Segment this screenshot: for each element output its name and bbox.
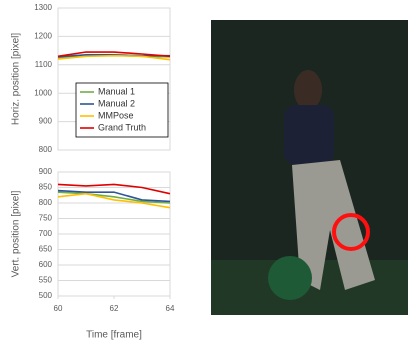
legend: Manual 1 Manual 2 MMPose Grand Truth bbox=[75, 82, 169, 138]
y-tick-label: 700 bbox=[39, 229, 53, 238]
y-tick-label: 800 bbox=[39, 198, 53, 207]
legend-label: Grand Truth bbox=[98, 122, 146, 132]
y-tick-label: 1000 bbox=[34, 88, 52, 97]
series-line bbox=[57, 54, 170, 58]
legend-label: Manual 2 bbox=[98, 98, 135, 108]
series-line bbox=[57, 54, 171, 61]
y-axis-label: Vert. position [pixel] bbox=[11, 190, 22, 277]
x-tick-label: 62 bbox=[110, 304, 119, 313]
series-line bbox=[57, 51, 171, 58]
photo bbox=[211, 20, 408, 315]
y-tick-label: 500 bbox=[39, 291, 53, 300]
x-axis-label: Time [frame] bbox=[86, 330, 142, 341]
y-tick-label: 1100 bbox=[35, 60, 53, 69]
y-tick-label: 850 bbox=[39, 183, 53, 192]
y-axis-label: Horiz. position [pixel] bbox=[11, 33, 22, 125]
y-tick-label: 800 bbox=[39, 145, 53, 154]
y-tick-label: 750 bbox=[39, 214, 53, 223]
y-tick-label: 900 bbox=[39, 117, 53, 126]
y-tick-label: 550 bbox=[39, 276, 53, 285]
series-line bbox=[57, 192, 171, 209]
y-tick-label: 1200 bbox=[34, 32, 52, 41]
series-line bbox=[57, 183, 171, 195]
legend-label: Manual 1 bbox=[98, 86, 135, 96]
x-tick-label: 64 bbox=[166, 304, 175, 313]
series-line bbox=[57, 191, 171, 204]
y-tick-label: 650 bbox=[39, 245, 53, 254]
y-tick-label: 1300 bbox=[34, 3, 52, 12]
legend-label: MMPose bbox=[98, 110, 134, 120]
x-tick-label: 60 bbox=[54, 304, 63, 313]
y-tick-label: 900 bbox=[39, 167, 53, 176]
y-tick-label: 600 bbox=[39, 260, 53, 269]
series-line bbox=[57, 189, 171, 203]
